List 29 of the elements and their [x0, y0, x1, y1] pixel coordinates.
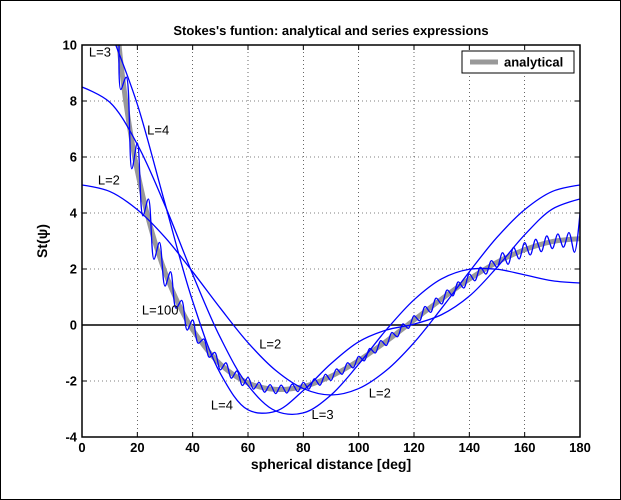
x-axis-title: spherical distance [deg]	[250, 456, 412, 472]
y-tick-label: 4	[70, 206, 78, 220]
x-tick-label: 60	[240, 440, 256, 455]
x-tick-label: 100	[348, 440, 370, 455]
annotation: L=2	[98, 172, 120, 188]
annotation: L=2	[259, 336, 282, 352]
x-tick-label: 40	[185, 440, 200, 455]
x-tick-label: 80	[296, 440, 311, 455]
annotation: L=3	[88, 44, 111, 60]
x-tick-label: 140	[458, 440, 480, 455]
legend-label: analytical	[504, 54, 564, 70]
y-tick-label: 10	[62, 38, 77, 52]
annotation: L=4	[147, 122, 170, 138]
annotation: L=3	[312, 407, 334, 422]
chart-title: Stokes's funtion: analytical and series expressions	[173, 23, 489, 38]
y-tick-label: -4	[65, 430, 78, 444]
y-tick-label: 6	[70, 150, 77, 164]
y-tick-label: 2	[70, 262, 77, 276]
y-tick-label: -2	[65, 374, 77, 388]
annotation: L=2	[368, 386, 391, 401]
x-tick-label: 160	[514, 440, 536, 455]
annotation: L=4	[210, 398, 233, 413]
annotation: L=100	[142, 302, 178, 318]
y-tick-label: 8	[70, 94, 77, 108]
y-tick-label: 0	[70, 318, 77, 332]
y-axis-title: St(ψ)	[34, 224, 50, 258]
x-tick-label: 20	[130, 440, 145, 455]
x-tick-label: 180	[569, 440, 591, 455]
x-tick-label: 120	[403, 440, 425, 455]
